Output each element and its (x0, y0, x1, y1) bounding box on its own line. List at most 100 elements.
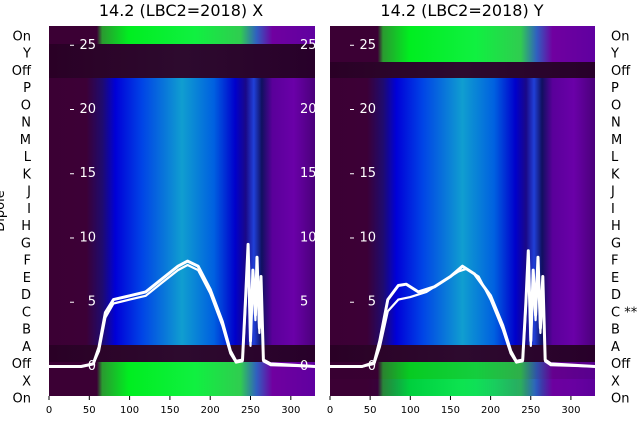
left-ylabel: Dipole (0, 190, 8, 231)
x-tick-label: 200 (481, 405, 500, 416)
row-label: On (611, 392, 629, 407)
row-label: P (23, 81, 31, 96)
row-label: E (23, 271, 31, 286)
overlay-y-tick-label: 5 (88, 295, 96, 310)
right-overlay-curves (330, 249, 595, 368)
x-tick-label: 50 (364, 405, 377, 416)
row-label: E (611, 271, 619, 286)
overlay-y-tick-label: 20 (79, 102, 96, 117)
row-label: Y (610, 47, 619, 62)
row-label: On (13, 30, 31, 45)
x-tick-label: 100 (401, 405, 420, 416)
left-overlay-y-ticks: 0 0 5 5 10 10 15 15 20 20 25 25 (70, 38, 317, 374)
overlay-y-tick-label: 15 (79, 166, 96, 181)
row-label: J (26, 185, 31, 200)
overlay-y-tick-label: 20 (359, 102, 376, 117)
x-tick-label: 0 (46, 405, 52, 416)
row-label: L (611, 150, 619, 165)
left-heatmap-bottom-green (49, 362, 315, 396)
left-heatmap-top-green (49, 26, 315, 44)
row-label: J (610, 185, 615, 200)
right-title: 14.2 (LBC2=2018) Y (380, 1, 543, 20)
row-label: A (611, 340, 620, 355)
overlay-y-tick-label: 15 (359, 166, 376, 181)
overlay-y-tick-label: 25 (359, 38, 376, 53)
overlay-y-tick-label: 10 (300, 230, 317, 245)
row-label: I (611, 202, 615, 217)
right-x-ticks: 0 50 100 150 200 250 300 (327, 396, 580, 416)
row-label: A (22, 340, 31, 355)
right-heatmap-bottom-green (330, 362, 595, 396)
left-title: 14.2 (LBC2=2018) X (99, 1, 263, 20)
row-label: X (611, 374, 620, 389)
row-label: G (21, 236, 31, 251)
row-label: Off (611, 64, 631, 79)
row-label: B (22, 323, 31, 338)
row-label: On (611, 30, 629, 45)
x-tick-label: 200 (201, 405, 220, 416)
row-label: I (27, 202, 31, 217)
left-heatmap-top-off (49, 44, 315, 78)
row-label: X (22, 374, 31, 389)
x-tick-label: 0 (327, 405, 333, 416)
left-x-ticks: 0 50 100 150 200 250 300 (46, 396, 300, 416)
row-label: G (611, 236, 621, 251)
row-label: P (611, 81, 619, 96)
row-label: Off (12, 64, 32, 79)
left-heatmap-body (49, 26, 315, 396)
x-tick-label: 250 (521, 405, 540, 416)
row-label: M (611, 133, 622, 148)
left-heatmap-bottom-off (49, 345, 315, 362)
row-label: K (22, 167, 31, 182)
overlay-y-tick-label: 10 (79, 230, 96, 245)
overlay-y-tick-label: 10 (359, 230, 376, 245)
overlay-y-tick-label: 0 (300, 359, 308, 374)
overlay-y-tick-label: 20 (300, 102, 317, 117)
x-tick-label: 300 (281, 405, 300, 416)
row-label: K (611, 167, 620, 182)
row-label: O (21, 99, 31, 114)
left-panel: 14.2 (LBC2=2018) X On Y Off PONMLKJIHGFEDCB… (0, 1, 317, 416)
overlay-y-tick-label: 0 (88, 359, 96, 374)
row-label: Off (611, 357, 631, 372)
row-label: D (611, 288, 621, 303)
x-tick-label: 300 (561, 405, 580, 416)
row-label: On (13, 392, 31, 407)
overlay-series-line (330, 254, 595, 368)
row-label: C ** (611, 305, 638, 320)
left-overlay-curves (49, 242, 315, 368)
row-label: B (611, 323, 620, 338)
overlay-y-tick-label: 25 (300, 38, 317, 53)
right-heatmap-top-off (330, 62, 595, 78)
overlay-y-tick-label: 5 (300, 295, 308, 310)
x-tick-label: 100 (120, 405, 139, 416)
row-label: Y (22, 47, 31, 62)
row-label: N (21, 116, 31, 131)
row-label: O (611, 99, 621, 114)
row-label: N (611, 116, 621, 131)
row-label: Off (12, 357, 32, 372)
row-label: H (21, 219, 31, 234)
row-label: M (20, 133, 31, 148)
row-label: C (22, 305, 31, 320)
x-tick-label: 250 (241, 405, 260, 416)
row-label: F (611, 254, 618, 269)
row-label: H (611, 219, 621, 234)
x-tick-label: 150 (441, 405, 460, 416)
row-label: D (21, 288, 31, 303)
x-tick-label: 150 (160, 405, 179, 416)
x-tick-label: 50 (83, 405, 96, 416)
overlay-y-tick-label: 15 (300, 166, 317, 181)
overlay-y-tick-label: 0 (368, 359, 376, 374)
row-label: F (24, 254, 31, 269)
right-heatmap-body (330, 26, 595, 396)
overlay-series-line (49, 249, 315, 368)
overlay-y-tick-label: 25 (79, 38, 96, 53)
right-overlay-y-ticks: 0 5 10 15 20 25 (350, 38, 376, 374)
overlay-y-tick-label: 5 (368, 295, 376, 310)
right-heatmap-top-green (330, 26, 595, 62)
